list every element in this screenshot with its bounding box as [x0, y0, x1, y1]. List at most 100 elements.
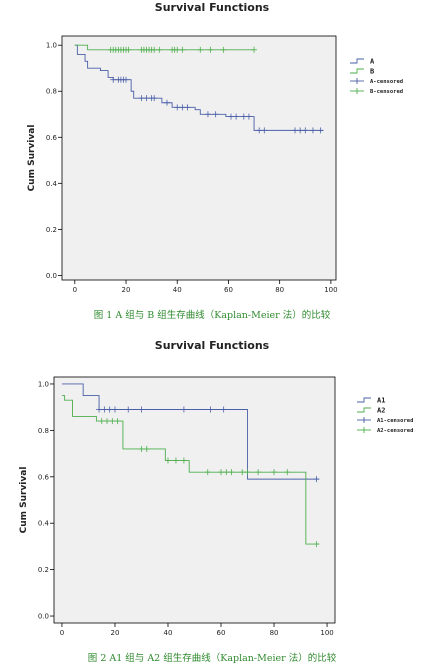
chart1-series-A-censor-mark	[245, 113, 252, 120]
chart2-series-A1-censor-mark	[220, 406, 227, 413]
chart1-ytick-label: 1.0	[46, 42, 57, 50]
chart2-series-A1-censor-mark	[106, 406, 113, 413]
chart1-xtick-label: 80	[275, 286, 284, 294]
chart2-legend-item-3: A2-censored	[357, 427, 413, 434]
chart1-series-A-censor-mark	[110, 76, 117, 83]
chart1-series-A-censor-mark	[179, 104, 186, 111]
chart1-series-A-censor-mark	[174, 104, 181, 111]
chart2-ytick-label: 1.0	[38, 380, 49, 388]
chart1-legend-item-3: B-censored	[350, 88, 403, 95]
chart2-series-A1-censor-mark	[125, 406, 132, 413]
chart1-series-B-censor-mark	[174, 46, 181, 53]
chart1-series-B-censor-mark	[151, 46, 158, 53]
chart1-series-A-censor-mark	[302, 127, 309, 134]
chart1-series-A-censor-mark	[317, 127, 324, 134]
chart2-series-A2-censor-mark	[228, 469, 235, 476]
chart1-ytick-label: 0.8	[46, 88, 57, 96]
chart2-legend-label: A2	[377, 407, 385, 415]
chart2-ylabel: Cum Survival	[19, 467, 29, 534]
chart2-series-A2-censor-mark	[180, 457, 187, 464]
chart2-series-A2-censor-mark	[313, 541, 320, 548]
chart2-xtick-label: 60	[217, 629, 226, 637]
chart2-series-A1-censor-mark	[180, 406, 187, 413]
chart1-series-A-censor-mark	[297, 127, 304, 134]
chart1-series-A-censor-mark	[292, 127, 299, 134]
chart2-series-A2-censor-mark	[104, 418, 111, 425]
chart1-series-B-censor-mark	[179, 46, 186, 53]
chart2-series-A1-censor-mark	[101, 406, 108, 413]
chart1-legend-item-2: A-censored	[350, 78, 403, 85]
chart1-xtick-label: 40	[173, 286, 182, 294]
chart2-legend-label: A1	[377, 397, 385, 405]
chart1-ytick-label: 0.6	[46, 134, 58, 142]
chart1-series-A-censor-mark	[151, 95, 158, 102]
chart1-xtick-label: 20	[122, 286, 131, 294]
chart1-series-A-censor-mark	[309, 127, 316, 134]
chart2-legend-label: A2-censored	[377, 428, 413, 434]
chart2-series-A1-censor-mark	[111, 406, 118, 413]
chart1-plot-area	[61, 35, 337, 281]
chart2-xtick-label: 100	[320, 629, 333, 637]
chart1-series-B-censor-mark	[251, 46, 258, 53]
chart2-series-A2-censor-mark	[109, 418, 116, 425]
chart1-legend-label: B	[370, 68, 374, 76]
chart1-ytick-label: 0.0	[46, 272, 57, 280]
chart2-xtick-label: 20	[111, 629, 120, 637]
chart2-series-A2-censor-mark	[244, 469, 251, 476]
chart1-series-A-censor-mark	[261, 127, 268, 134]
chart2-ytick-label: 0.2	[38, 566, 49, 574]
chart2-caption: 图 2 A1 组与 A2 组生存曲线（Kaplan-Meier 法）的比较	[87, 653, 337, 664]
chart1-series-A-censor-mark	[184, 104, 191, 111]
chart2-legend-item-1: A2	[357, 407, 385, 415]
chart2-legend-item-0: A1	[357, 397, 385, 405]
chart2-series-A2-censor-mark	[284, 469, 291, 476]
chart2-series-A2-censor-mark	[143, 445, 150, 452]
chart1-series-B-censor-mark	[197, 46, 204, 53]
chart1-xtick-label: 100	[324, 286, 337, 294]
chart1-series-A-line	[74, 44, 324, 131]
chart1-xtick-label: 60	[224, 286, 233, 294]
chart2-ytick-label: 0.8	[38, 427, 49, 435]
chart1-series-A-censor-mark	[143, 95, 150, 102]
chart2-series-A2-line	[61, 395, 320, 545]
chart1-legend-label: B-censored	[370, 89, 403, 95]
chart2-plot-area	[53, 376, 336, 624]
chart2-series-A2-censor-mark	[138, 445, 145, 452]
chart1-ylabel: Cum Survival	[27, 125, 37, 192]
chart2-xtick-label: 80	[270, 629, 279, 637]
chart1-series-A-censor-mark	[212, 111, 219, 118]
chart1-series-A-censor-mark	[163, 99, 170, 106]
chart1-xtick-label: 0	[73, 286, 77, 294]
chart1-caption: 图 1 A 组与 B 组生存曲线（Kaplan-Meier 法）的比较	[93, 310, 331, 321]
chart2-series-A2-censor-mark	[204, 469, 211, 476]
chart2-series-A2-censor-mark	[172, 457, 179, 464]
chart1-series-A-censor-mark	[228, 113, 235, 120]
chart2-series-A2-censor-mark	[98, 418, 105, 425]
chart2-xtick-label: 40	[164, 629, 173, 637]
chart2-legend-label: A1-censored	[377, 418, 413, 424]
chart1-series-B-censor-mark	[156, 46, 163, 53]
chart1-title: Survival Functions	[154, 1, 270, 14]
chart1-series-A-censor-mark	[256, 127, 263, 134]
chart1-legend-item-1: B	[350, 68, 374, 76]
chart2-series-A2-censor-mark	[239, 469, 246, 476]
chart1-series-A-censor-mark	[233, 113, 240, 120]
chart1-legend-label: A-censored	[370, 79, 403, 85]
chart2-ytick-label: 0.6	[38, 473, 50, 481]
chart1-series-B-censor-mark	[125, 46, 132, 53]
chart1-series-A-censor-mark	[138, 95, 145, 102]
chart2-ytick-label: 0.4	[38, 520, 50, 528]
chart2-series-A1-censor-mark	[313, 476, 320, 483]
chart2-series-A2-censor-mark	[114, 418, 121, 425]
chart2-ytick-label: 0.0	[38, 613, 49, 621]
chart1-svg: 0.0 0.2 0.4 0.6 0.8 1.0 0 20 40 60 80 100 Cum Surviv…	[27, 35, 403, 294]
chart1-series-B-censor-mark	[207, 46, 214, 53]
chart2-xtick-label: 0	[60, 629, 64, 637]
chart2-series-A1-censor-mark	[138, 406, 145, 413]
chart2-title: Survival Functions	[154, 339, 270, 352]
chart2-series-A2-censor-mark	[164, 457, 171, 464]
chart1-series-A-censor-mark	[123, 76, 130, 83]
chart2-series-A1-line	[61, 383, 320, 480]
chart1-ytick-label: 0.4	[46, 180, 58, 188]
chart2-svg: 0.0 0.2 0.4 0.6 0.8 1.0 0 20 40 60 80 100 Cum Surviv…	[19, 376, 413, 637]
